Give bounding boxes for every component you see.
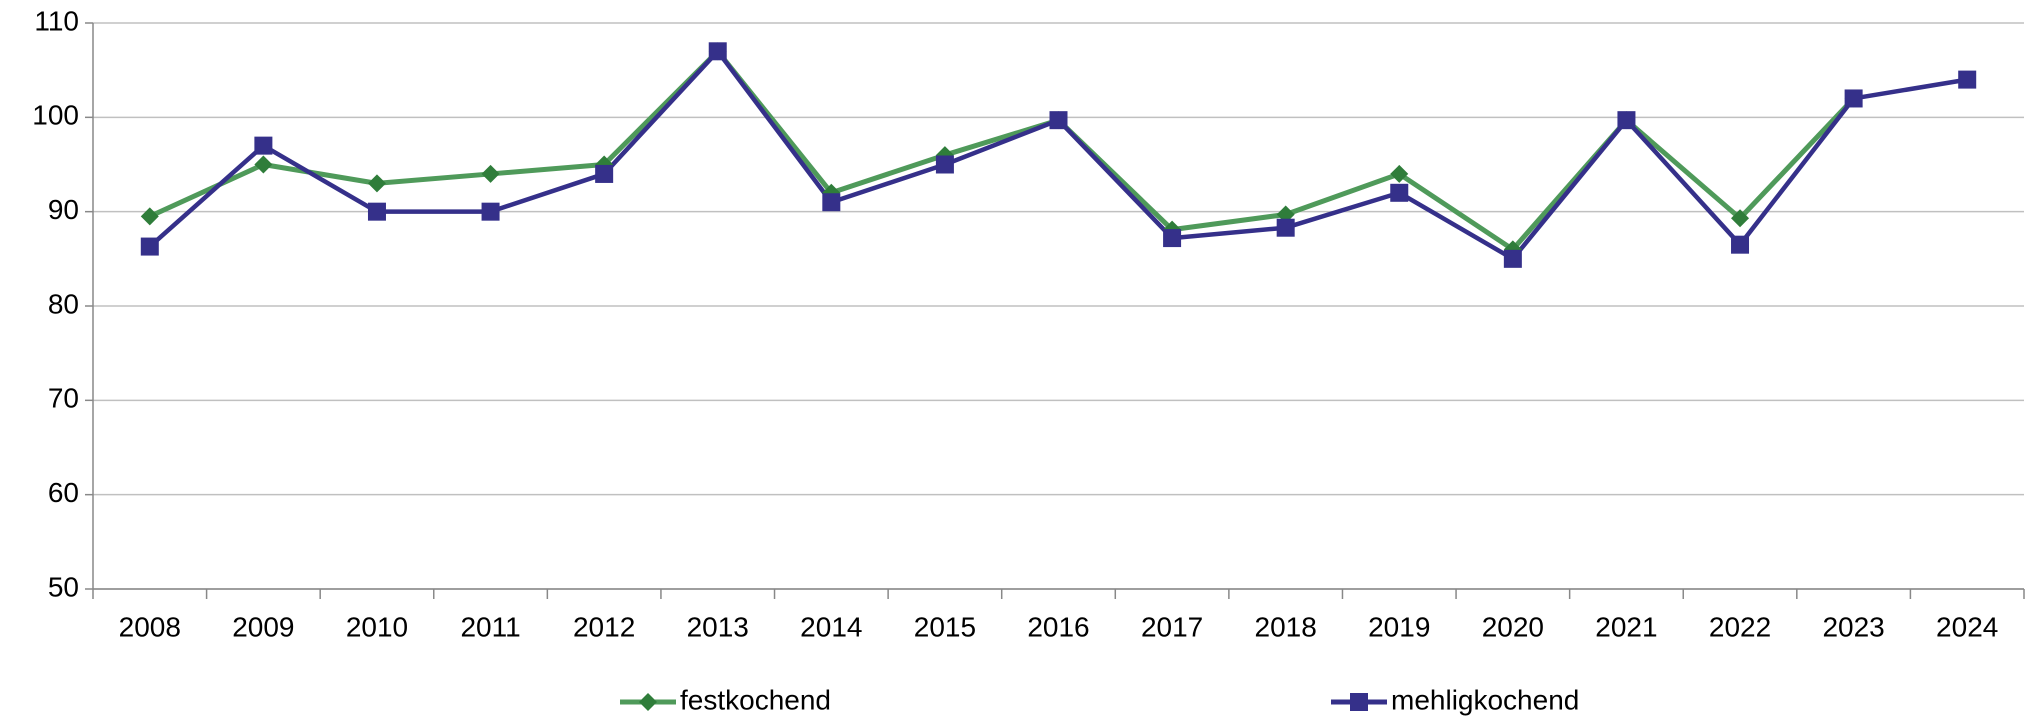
marker: [595, 164, 614, 183]
x-tick-label: 2021: [1595, 611, 1657, 642]
marker: [254, 136, 273, 155]
marker: [1958, 70, 1977, 89]
y-tick-label: 90: [48, 194, 79, 225]
x-tick-label: 2011: [460, 611, 520, 642]
x-tick-label: 2012: [573, 611, 635, 642]
x-tick-label: 2014: [800, 611, 862, 642]
marker: [140, 237, 159, 256]
marker: [481, 202, 500, 221]
marker: [367, 174, 386, 193]
y-tick-label: 80: [48, 288, 79, 319]
x-tick-label: 2008: [119, 611, 181, 642]
marker: [1276, 218, 1295, 237]
marker: [1731, 209, 1750, 228]
marker: [1390, 183, 1409, 202]
marker: [367, 202, 386, 221]
marker: [935, 155, 954, 174]
marker: [481, 164, 500, 183]
x-tick-label: 2023: [1822, 611, 1884, 642]
marker: [1844, 89, 1863, 108]
marker: [822, 193, 841, 212]
x-tick-label: 2022: [1709, 611, 1771, 642]
marker: [1049, 111, 1068, 130]
x-tick-label: 2024: [1936, 611, 1998, 642]
marker: [1163, 229, 1182, 248]
x-tick-label: 2017: [1141, 611, 1203, 642]
x-tick-label: 2020: [1482, 611, 1544, 642]
marker: [1390, 164, 1409, 183]
x-tick-label: 2015: [914, 611, 976, 642]
x-tick-label: 2009: [232, 611, 294, 642]
x-tick-label: 2018: [1255, 611, 1317, 642]
legend-label: festkochend: [680, 684, 831, 715]
y-tick-label: 60: [48, 477, 79, 508]
legend-label: mehligkochend: [1391, 684, 1579, 715]
marker: [639, 693, 657, 711]
marker: [140, 207, 159, 226]
series-line: [148, 48, 1856, 252]
x-tick-label: 2010: [346, 611, 408, 642]
series-line: [148, 49, 1968, 262]
marker: [1350, 693, 1368, 711]
x-tick-label: 2019: [1368, 611, 1430, 642]
x-tick-label: 2013: [687, 611, 749, 642]
marker: [708, 42, 727, 61]
x-tick-label: 2016: [1027, 611, 1089, 642]
y-tick-label: 110: [34, 5, 79, 36]
y-tick-label: 100: [32, 100, 79, 131]
y-tick-label: 70: [48, 383, 79, 414]
y-tick-label: 50: [48, 571, 79, 602]
marker: [1503, 249, 1522, 268]
marker: [1731, 235, 1750, 254]
marker: [254, 155, 273, 174]
marker: [1617, 111, 1636, 130]
